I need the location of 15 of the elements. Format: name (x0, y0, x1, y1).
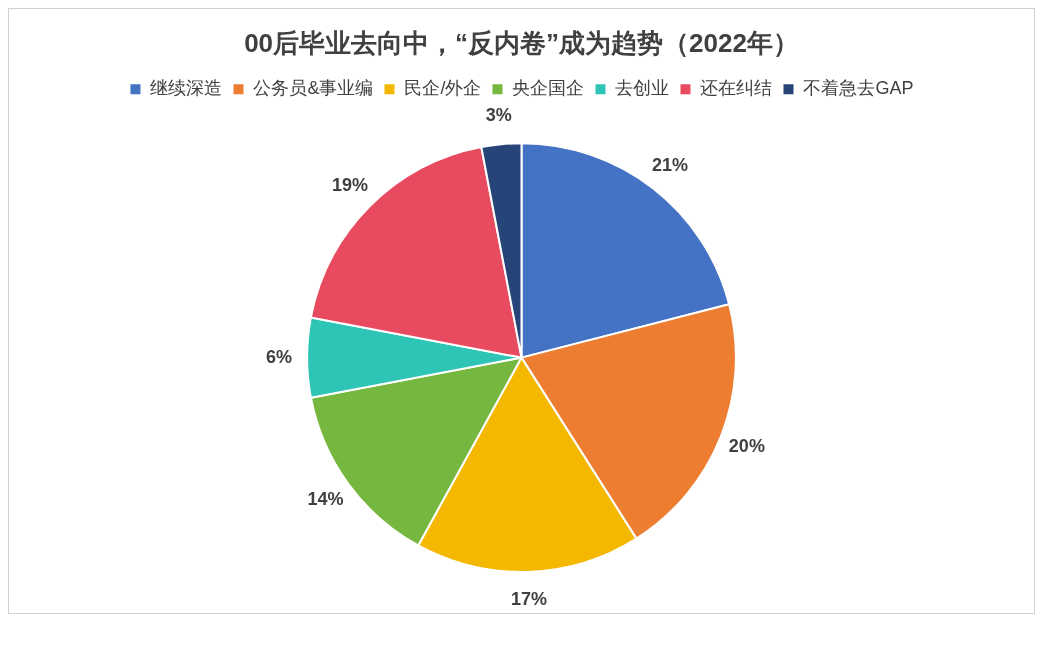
data-label: 6% (266, 346, 293, 367)
legend-label: 去创业 (615, 78, 670, 99)
legend-label: 不着急去GAP (803, 78, 914, 99)
data-label: 17% (511, 588, 548, 609)
legend-label: 民企/外企 (404, 78, 482, 99)
legend-label: 继续深造 (150, 78, 223, 99)
data-label: 21% (652, 155, 689, 176)
data-label: 19% (332, 175, 369, 196)
legend-label: 央企国企 (512, 78, 585, 99)
data-label: 3% (485, 105, 512, 126)
chart-title: 00后毕业去向中，“反内卷”成为趋势（2022年） (244, 27, 799, 58)
legend-label: 还在纠结 (700, 78, 773, 99)
data-label: 14% (307, 489, 344, 510)
legend-label: 公务员&事业编 (253, 78, 374, 99)
data-label: 20% (728, 435, 765, 456)
